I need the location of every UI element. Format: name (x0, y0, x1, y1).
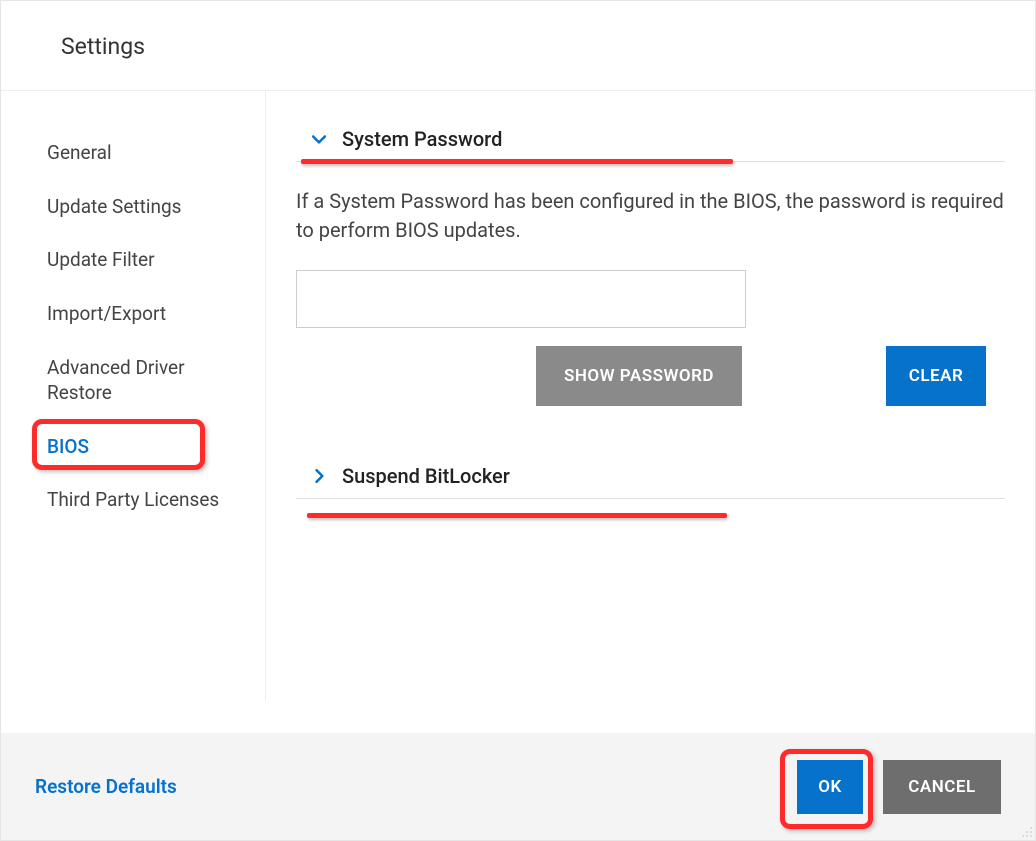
chevron-down-icon (296, 129, 342, 149)
sidebar-item-third-party-licenses[interactable]: Third Party Licenses (45, 473, 225, 527)
sidebar-item-update-filter[interactable]: Update Filter (45, 233, 225, 287)
page-title: Settings (61, 33, 1035, 60)
sidebar-item-import-export[interactable]: Import/Export (45, 287, 225, 341)
sidebar-item-bios[interactable]: BIOS (45, 420, 225, 474)
section-system-password: System Password If a System Password has… (296, 119, 1005, 406)
system-password-input[interactable] (296, 270, 746, 328)
section-suspend-bitlocker: Suspend BitLocker (296, 456, 1005, 499)
section-title-system-password: System Password (342, 127, 502, 151)
sidebar-item-general[interactable]: General (45, 126, 225, 180)
settings-header: Settings (1, 1, 1035, 91)
cancel-button[interactable]: CANCEL (883, 760, 1001, 814)
ok-button[interactable]: OK (797, 760, 863, 814)
settings-body: General Update Settings Update Filter Im… (1, 91, 1035, 701)
resize-grip-icon (1019, 824, 1033, 838)
system-password-button-row: SHOW PASSWORD CLEAR (296, 346, 986, 406)
section-title-suspend-bitlocker: Suspend BitLocker (342, 464, 510, 488)
sidebar-item-advanced-driver-restore[interactable]: Advanced Driver Restore (45, 341, 225, 420)
system-password-description: If a System Password has been configured… (296, 187, 1005, 245)
settings-footer: Restore Defaults OK CANCEL (1, 733, 1035, 840)
section-header-system-password[interactable]: System Password (296, 119, 1005, 162)
clear-button[interactable]: CLEAR (886, 346, 986, 406)
chevron-right-icon (296, 466, 342, 486)
footer-buttons: OK CANCEL (797, 760, 1001, 814)
restore-defaults-link[interactable]: Restore Defaults (35, 775, 177, 798)
show-password-button[interactable]: SHOW PASSWORD (536, 346, 742, 406)
settings-sidebar: General Update Settings Update Filter Im… (1, 91, 266, 701)
section-header-suspend-bitlocker[interactable]: Suspend BitLocker (296, 456, 1005, 499)
sidebar-item-update-settings[interactable]: Update Settings (45, 180, 225, 234)
settings-main: System Password If a System Password has… (266, 91, 1035, 701)
